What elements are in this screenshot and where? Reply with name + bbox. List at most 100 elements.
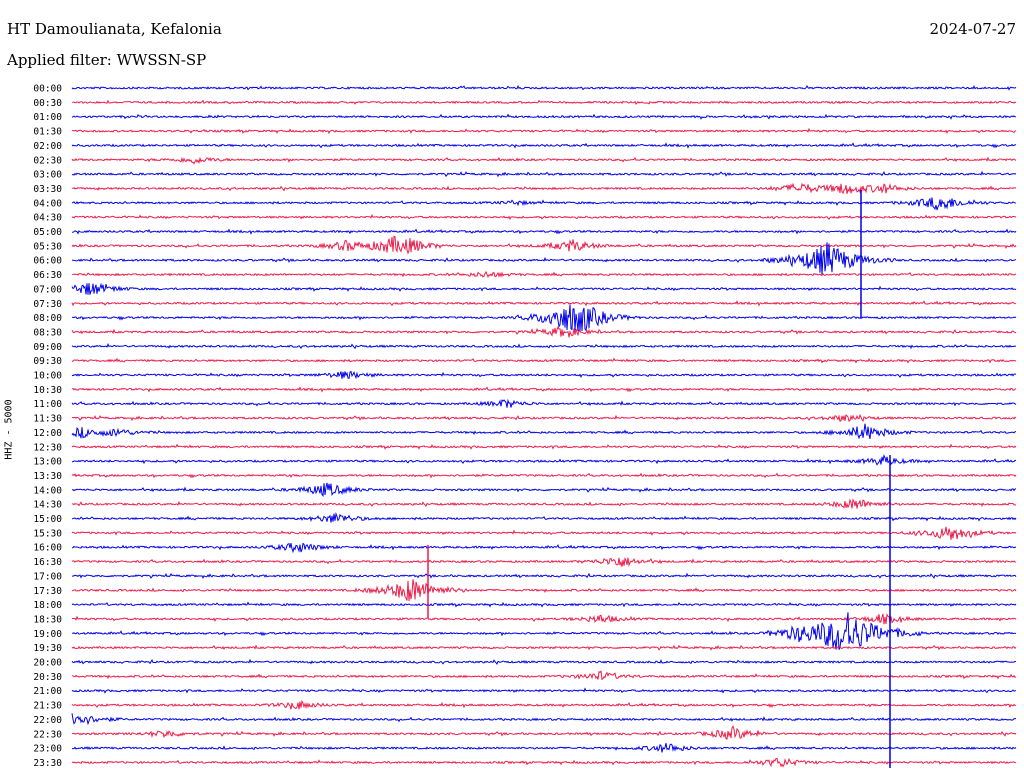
time-tick-label: 19:30 bbox=[33, 643, 62, 654]
trace-line bbox=[71, 127, 1017, 135]
trace-line bbox=[71, 670, 1017, 681]
time-tick-label: 02:30 bbox=[33, 155, 62, 166]
time-tick-label: 21:00 bbox=[33, 686, 62, 697]
time-tick-label: 11:30 bbox=[33, 414, 62, 425]
trace-line bbox=[71, 235, 1017, 255]
trace-line bbox=[71, 213, 1017, 221]
time-tick-label: 23:30 bbox=[33, 758, 62, 769]
time-tick-label: 14:30 bbox=[33, 500, 62, 511]
station-title: HT Damoulianata, Kefalonia bbox=[7, 20, 222, 38]
time-tick-label: 08:30 bbox=[33, 327, 62, 338]
time-tick-label: 16:30 bbox=[33, 557, 62, 568]
trace-line bbox=[71, 699, 1017, 710]
trace-line bbox=[71, 454, 1017, 466]
trace-line bbox=[71, 713, 1017, 726]
time-tick-label: 02:00 bbox=[33, 141, 62, 152]
trace-line bbox=[71, 113, 1017, 120]
trace-line bbox=[71, 413, 1017, 423]
trace-line bbox=[71, 398, 1017, 408]
trace-line bbox=[71, 601, 1017, 608]
time-tick-label: 14:00 bbox=[33, 485, 62, 496]
time-tick-label: 08:00 bbox=[33, 313, 62, 324]
time-tick-label: 19:00 bbox=[33, 629, 62, 640]
trace-line bbox=[71, 357, 1017, 364]
time-tick-label: 05:30 bbox=[33, 241, 62, 252]
time-tick-label: 20:30 bbox=[33, 672, 62, 683]
trace-line bbox=[71, 443, 1017, 450]
trace-line bbox=[71, 242, 1017, 276]
trace-line bbox=[71, 300, 1017, 307]
trace-line bbox=[71, 270, 1017, 279]
trace-line bbox=[71, 170, 1017, 178]
trace-line bbox=[71, 182, 1017, 195]
time-tick-label: 13:30 bbox=[33, 471, 62, 482]
trace-line bbox=[71, 386, 1017, 393]
trace-line bbox=[71, 557, 1017, 568]
time-tick-label: 15:30 bbox=[33, 528, 62, 539]
trace-line bbox=[71, 572, 1017, 580]
trace-line bbox=[71, 612, 1017, 650]
time-tick-label: 00:00 bbox=[33, 84, 62, 95]
trace-line bbox=[71, 156, 1017, 165]
trace-line bbox=[71, 472, 1017, 479]
trace-line bbox=[71, 725, 1017, 740]
time-tick-label: 03:30 bbox=[33, 184, 62, 195]
time-tick-label: 21:30 bbox=[33, 701, 62, 712]
trace-line bbox=[71, 99, 1017, 106]
time-tick-label: 05:00 bbox=[33, 227, 62, 238]
trace-line bbox=[71, 197, 1017, 211]
time-tick-label: 09:30 bbox=[33, 356, 62, 367]
trace-line bbox=[71, 742, 1017, 753]
time-tick-label: 12:00 bbox=[33, 428, 62, 439]
filter-label: Applied filter: WWSSN-SP bbox=[7, 51, 207, 69]
trace-line bbox=[71, 757, 1017, 768]
trace-line bbox=[71, 658, 1017, 665]
trace-line bbox=[71, 228, 1017, 235]
time-tick-label: 07:00 bbox=[33, 284, 62, 295]
trace-line bbox=[71, 644, 1017, 651]
trace-line bbox=[71, 579, 1017, 602]
time-tick-label: 01:30 bbox=[33, 127, 62, 138]
trace-line bbox=[71, 511, 1017, 523]
trace-line bbox=[71, 482, 1017, 497]
trace-line bbox=[71, 526, 1017, 540]
time-tick-label: 10:00 bbox=[33, 371, 62, 382]
time-tick-label: 22:30 bbox=[33, 729, 62, 740]
trace-line bbox=[71, 326, 1017, 338]
trace-line bbox=[71, 613, 1017, 625]
time-tick-label: 06:30 bbox=[33, 270, 62, 281]
trace-line bbox=[71, 142, 1017, 149]
time-tick-label: 06:00 bbox=[33, 256, 62, 267]
time-tick-label: 13:00 bbox=[33, 457, 62, 468]
time-tick-label: 07:30 bbox=[33, 299, 62, 310]
time-tick-label: 11:00 bbox=[33, 399, 62, 410]
time-tick-label: 22:00 bbox=[33, 715, 62, 726]
time-tick-label: 03:00 bbox=[33, 170, 62, 181]
trace-line bbox=[71, 84, 1017, 91]
time-tick-label: 17:30 bbox=[33, 586, 62, 597]
trace-line bbox=[71, 498, 1017, 509]
time-tick-label: 20:00 bbox=[33, 658, 62, 669]
trace-line bbox=[71, 342, 1017, 350]
trace-line bbox=[71, 423, 1017, 440]
date-label: 2024-07-27 bbox=[929, 20, 1016, 38]
time-tick-label: 12:30 bbox=[33, 442, 62, 453]
trace-line bbox=[71, 687, 1017, 694]
time-tick-label: 04:00 bbox=[33, 198, 62, 209]
time-tick-label: 15:00 bbox=[33, 514, 62, 525]
time-tick-label: 09:00 bbox=[33, 342, 62, 353]
time-tick-label: 23:00 bbox=[33, 744, 62, 755]
time-tick-label: 10:30 bbox=[33, 385, 62, 396]
trace-line bbox=[71, 304, 1017, 332]
time-tick-label: 01:00 bbox=[33, 112, 62, 123]
time-tick-label: 18:30 bbox=[33, 614, 62, 625]
trace-line bbox=[71, 370, 1017, 380]
time-tick-label: 16:00 bbox=[33, 543, 62, 554]
trace-line bbox=[71, 542, 1017, 554]
trace-line bbox=[71, 282, 1017, 295]
time-tick-label: 17:00 bbox=[33, 571, 62, 582]
time-tick-label: 00:30 bbox=[33, 98, 62, 109]
time-tick-label: 04:30 bbox=[33, 213, 62, 224]
time-tick-label: 18:00 bbox=[33, 600, 62, 611]
